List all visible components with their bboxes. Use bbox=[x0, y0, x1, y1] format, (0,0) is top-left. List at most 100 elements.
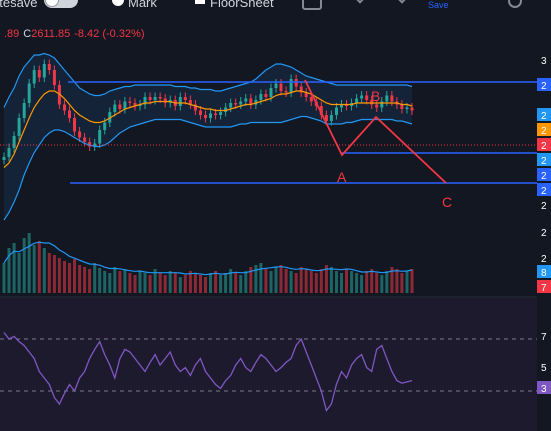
save-button[interactable]: Save bbox=[428, 0, 449, 10]
volume-bar bbox=[178, 277, 182, 293]
rsi-label-badge bbox=[537, 381, 551, 394]
candle-body bbox=[103, 122, 107, 130]
floorsheet-label[interactable]: FloorSheet bbox=[210, 0, 274, 10]
candle-body bbox=[163, 98, 167, 103]
bollinger-bands bbox=[4, 53, 412, 220]
candle-body bbox=[324, 115, 328, 121]
abc-pattern[interactable]: A B C bbox=[304, 79, 452, 210]
candle-body bbox=[410, 107, 414, 111]
price-axis-label: 2 bbox=[541, 186, 547, 197]
candle-body bbox=[299, 86, 303, 93]
price-label-badge bbox=[537, 123, 551, 136]
rsi-axis-label: 5 bbox=[541, 363, 547, 374]
volume-bar bbox=[42, 248, 46, 293]
volume-bar bbox=[153, 269, 157, 293]
volume-label-badge bbox=[537, 280, 551, 293]
volume-bar bbox=[254, 265, 258, 293]
volume-bar bbox=[324, 265, 328, 293]
candle-body bbox=[319, 106, 323, 115]
candle-body bbox=[158, 97, 162, 99]
candle-body bbox=[289, 79, 293, 93]
volume-bar bbox=[264, 269, 268, 293]
candle-body bbox=[143, 97, 147, 105]
volume-bar bbox=[224, 273, 228, 293]
candle-body bbox=[405, 107, 409, 109]
volume-bar bbox=[249, 267, 253, 293]
mark-icon[interactable] bbox=[112, 0, 124, 6]
volume-bar bbox=[279, 265, 283, 293]
volume-bar bbox=[360, 275, 364, 293]
candle-body bbox=[199, 110, 202, 115]
candle-body bbox=[7, 148, 11, 157]
candle-body bbox=[178, 97, 182, 106]
volume-bar bbox=[239, 275, 243, 293]
mark-label[interactable]: Mark bbox=[128, 0, 157, 10]
layout-icon[interactable] bbox=[302, 0, 322, 10]
volume-bar bbox=[148, 275, 152, 293]
candle-body bbox=[335, 107, 338, 115]
volume-bar bbox=[52, 255, 56, 293]
wave-label: A bbox=[337, 169, 347, 185]
candle-body bbox=[264, 94, 268, 97]
candle-body bbox=[360, 95, 364, 99]
volume-bar bbox=[229, 269, 233, 293]
bollinger-lower-line bbox=[3, 115, 413, 221]
volume-bar bbox=[204, 277, 207, 293]
volume-label-badge bbox=[537, 265, 551, 278]
candle-body bbox=[279, 83, 283, 91]
volume-bar bbox=[380, 275, 384, 293]
legend-prev-value: .89 bbox=[4, 28, 20, 40]
candle-body bbox=[68, 110, 71, 118]
candle-body bbox=[259, 94, 263, 100]
volume-bar bbox=[199, 275, 202, 293]
search-icon[interactable] bbox=[508, 0, 522, 8]
chart-toolbar: atesave Mark FloorSheet Save bbox=[0, 0, 551, 24]
candle-body bbox=[42, 64, 46, 78]
candle-body bbox=[128, 101, 132, 103]
volume-bar bbox=[309, 271, 313, 293]
candle-body bbox=[22, 103, 26, 118]
volume-bar bbox=[73, 259, 76, 293]
candle-body bbox=[47, 64, 51, 70]
candle-body bbox=[284, 91, 288, 93]
volume-bar bbox=[395, 269, 399, 293]
price-label-badge bbox=[537, 183, 551, 196]
candle-body bbox=[254, 100, 258, 105]
volume-bar bbox=[138, 271, 142, 293]
candle-body bbox=[133, 103, 137, 106]
candle-body bbox=[329, 115, 333, 121]
candle-body bbox=[204, 115, 207, 118]
volume-bar bbox=[410, 269, 414, 293]
price-label-badge bbox=[537, 153, 551, 166]
floorsheet-icon[interactable] bbox=[195, 0, 205, 4]
rsi-pane-background bbox=[0, 298, 537, 431]
volume-bar bbox=[209, 273, 212, 293]
candle-body bbox=[83, 137, 87, 142]
volume-bar bbox=[103, 271, 107, 293]
volume-axis-label: 8 bbox=[541, 268, 547, 279]
candle-body bbox=[365, 95, 369, 100]
volume-bar bbox=[350, 271, 354, 293]
volume-bar bbox=[83, 267, 87, 293]
volume-bar bbox=[390, 267, 394, 293]
volume-bar bbox=[7, 248, 11, 293]
candle-body bbox=[224, 107, 228, 112]
volume-bar bbox=[274, 267, 278, 293]
volume-bar bbox=[345, 269, 348, 293]
candle-body bbox=[244, 98, 248, 102]
volume-bar bbox=[365, 271, 369, 293]
price-label-badge bbox=[537, 78, 551, 91]
price-axis: 3 2 2 2 2 2 2 2 2 2 2 8 7 7 5 3 bbox=[537, 24, 551, 431]
candle-body bbox=[269, 88, 273, 97]
autosave-label: atesave bbox=[0, 0, 38, 10]
autosave-toggle[interactable] bbox=[44, 0, 78, 8]
volume-bar bbox=[375, 273, 379, 293]
volume-bar bbox=[385, 271, 389, 293]
candle-body bbox=[12, 136, 16, 148]
candle-body bbox=[219, 112, 223, 115]
volume-bar bbox=[335, 271, 338, 293]
volume-bar bbox=[188, 271, 192, 293]
wave-label: B bbox=[371, 88, 380, 104]
candle-body bbox=[123, 101, 127, 109]
